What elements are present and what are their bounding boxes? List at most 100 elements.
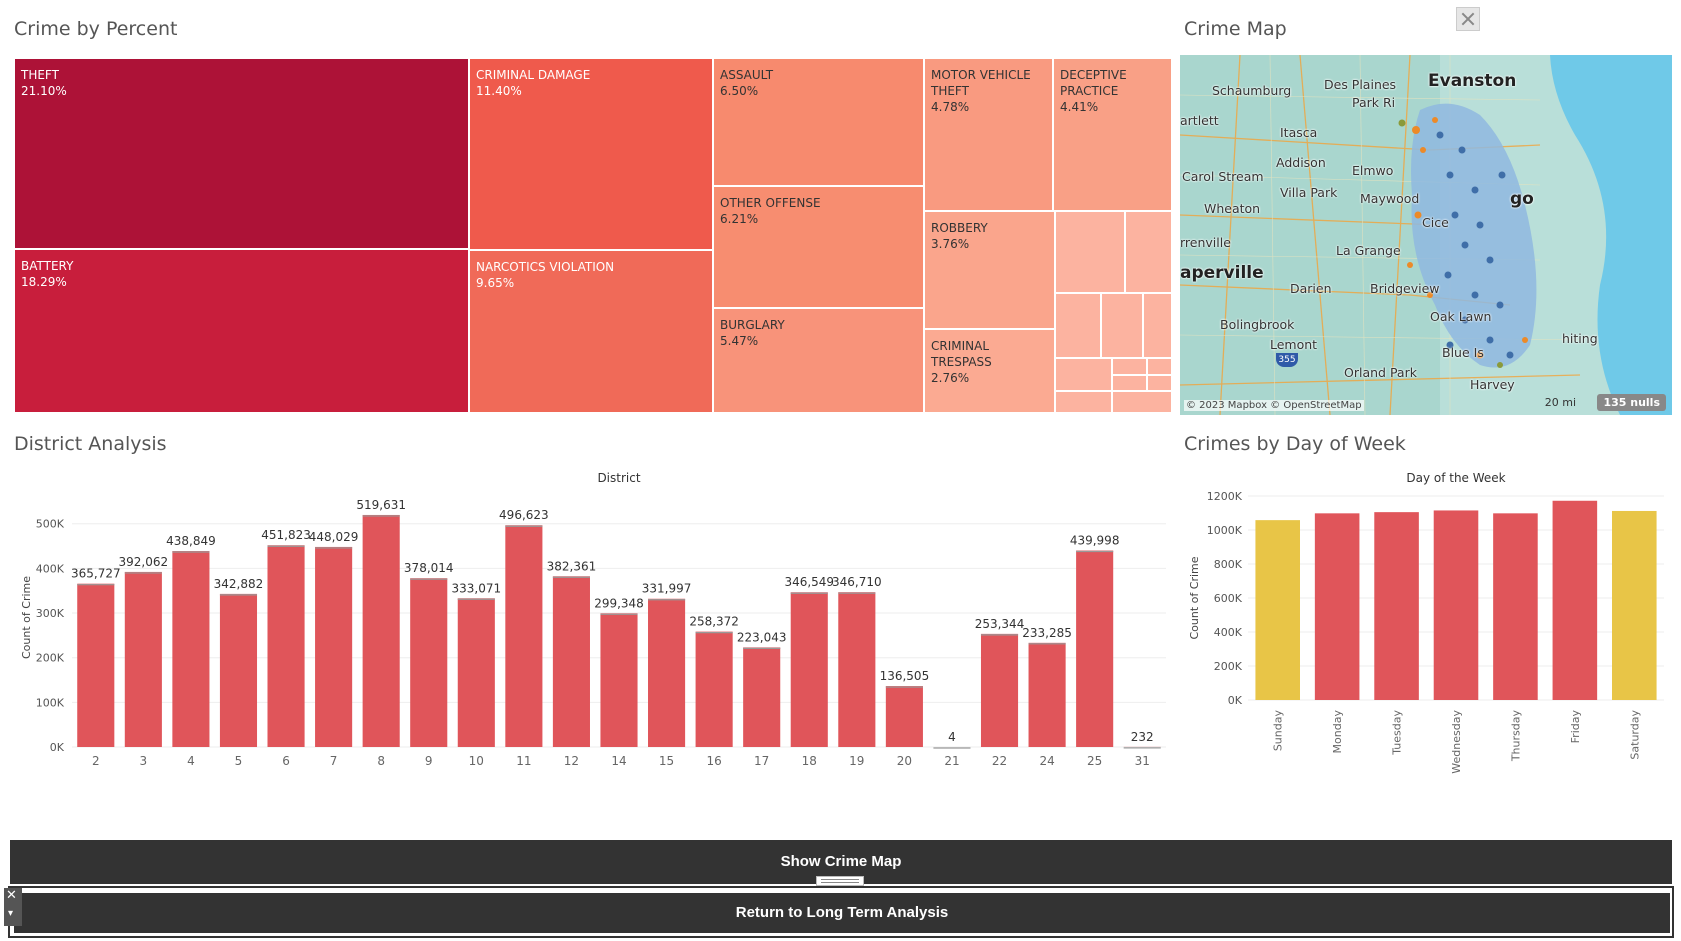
bar-district-20[interactable] [885, 686, 923, 747]
container-controls[interactable]: ✕ ▾ [4, 888, 22, 926]
crime-treemap[interactable]: THEFT 21.10% BATTERY 18.29% CRIMINAL DAMAG… [14, 58, 1172, 413]
map-nulls-badge[interactable]: 135 nulls [1597, 394, 1666, 411]
map-label: Bolingbrook [1220, 317, 1295, 332]
x-tick-label: 18 [802, 754, 817, 768]
data-label: 4 [948, 730, 956, 744]
bar-monday[interactable] [1314, 513, 1360, 700]
bar-thursday[interactable] [1493, 513, 1538, 700]
map-label: Villa Park [1280, 185, 1338, 200]
map-label: Lemont [1270, 337, 1318, 352]
data-label: 346,710 [832, 575, 882, 589]
treemap-cell-small[interactable] [1055, 293, 1101, 358]
bar-district-4[interactable] [172, 551, 210, 747]
treemap-cell-small[interactable] [1112, 391, 1172, 413]
x-tick-label: 24 [1039, 754, 1054, 768]
bar-district-22[interactable] [980, 633, 1019, 747]
data-label: 382,361 [547, 559, 597, 573]
map-label: Addison [1276, 155, 1326, 170]
district-title: District Analysis [14, 433, 167, 455]
bar-district-8[interactable] [362, 514, 400, 747]
treemap-cell-deceptive-practice[interactable]: DECEPTIVE PRACTICE 4.41% [1053, 58, 1172, 211]
bar-district-2[interactable] [77, 583, 115, 747]
bar-tuesday[interactable] [1374, 512, 1419, 700]
crime-map[interactable]: Evanston Des Plaines Schaumburg Park Ri … [1180, 55, 1672, 415]
data-label: 519,631 [356, 498, 406, 512]
bar-district-16[interactable] [695, 631, 733, 747]
treemap-cell-small[interactable] [1112, 375, 1147, 391]
dow-title: Crimes by Day of Week [1184, 433, 1406, 455]
treemap-cell-small[interactable] [1055, 391, 1112, 413]
map-points-olive [1398, 119, 1503, 368]
treemap-cell-pct: 6.50% [720, 84, 759, 98]
treemap-cell-narcotics[interactable]: NARCOTICS VIOLATION 9.65% [469, 250, 713, 413]
bar-friday[interactable] [1552, 500, 1598, 700]
map-label: Orland Park [1344, 365, 1417, 380]
treemap-cell-assault[interactable]: ASSAULT 6.50% [713, 58, 924, 186]
x-tick-label: 22 [992, 754, 1007, 768]
data-label: 378,014 [404, 561, 454, 575]
y-tick-label: 1200K [1207, 490, 1243, 503]
treemap-cell-small[interactable] [1147, 375, 1172, 391]
bar-saturday[interactable] [1612, 510, 1657, 700]
bar-district-3[interactable] [124, 571, 162, 747]
treemap-cell-small[interactable] [1125, 211, 1172, 293]
map-points-orange [1407, 117, 1528, 359]
treemap-cell-small[interactable] [1055, 358, 1112, 391]
bar-district-12[interactable] [552, 576, 590, 747]
bar-district-17[interactable] [743, 647, 781, 747]
map-label: Park Ri [1352, 95, 1396, 110]
bar-district-6[interactable] [267, 545, 305, 747]
treemap-cell-small[interactable] [1112, 358, 1147, 375]
bar-district-9[interactable] [410, 578, 448, 747]
district-bar-chart[interactable]: District Count of Crime 0K 100K 200K 300K 400K… [14, 462, 1174, 834]
treemap-cell-burglary[interactable]: BURGLARY 5.47% [713, 308, 924, 413]
bar-district-19[interactable] [838, 592, 876, 747]
x-tick-label: 4 [187, 754, 195, 768]
bar-district-25[interactable] [1076, 550, 1114, 747]
treemap-cell-label: OTHER OFFENSE [720, 196, 821, 210]
bar-wednesday[interactable] [1433, 510, 1479, 700]
x-tick-label: 5 [235, 754, 243, 768]
bar-district-18[interactable] [790, 592, 828, 747]
x-tick-label: Sunday [1272, 710, 1285, 752]
treemap-cell-small[interactable] [1055, 211, 1125, 293]
treemap-title: Crime by Percent [14, 18, 178, 40]
map-close-icon[interactable] [1456, 7, 1480, 31]
data-label: 136,505 [880, 669, 930, 683]
x-tick-label: Saturday [1628, 710, 1641, 760]
data-label: 346,549 [784, 575, 834, 589]
treemap-cell-pct: 18.29% [21, 275, 67, 289]
treemap-cell-criminal-damage[interactable]: CRIMINAL DAMAGE 11.40% [469, 58, 713, 250]
bar-district-5[interactable] [219, 593, 258, 747]
x-tick-label: Friday [1569, 710, 1582, 744]
treemap-cell-battery[interactable]: BATTERY 18.29% [14, 249, 469, 413]
treemap-cell-other-offense[interactable]: OTHER OFFENSE 6.21% [713, 186, 924, 308]
bar-district-11[interactable] [505, 525, 543, 747]
treemap-cell-criminal-trespass[interactable]: CRIMINAL TRESPASS 2.76% [924, 329, 1055, 413]
treemap-cell-theft[interactable]: THEFT 21.10% [14, 58, 469, 249]
treemap-cell-small[interactable] [1143, 293, 1172, 358]
chevron-down-icon[interactable]: ▾ [8, 908, 14, 919]
treemap-cell-motor-vehicle-theft[interactable]: MOTOR VEHICLE THEFT 4.78% [924, 58, 1053, 211]
treemap-cell-label: BATTERY [21, 259, 74, 273]
resize-grip-icon[interactable] [816, 876, 864, 886]
y-tick-label: 0K [50, 741, 65, 754]
lake-michigan [1550, 55, 1672, 415]
bar-district-14[interactable] [600, 613, 638, 747]
bar-district-15[interactable] [648, 598, 686, 747]
map-label: Des Plaines [1324, 77, 1397, 92]
day-of-week-bar-chart[interactable]: Day of the Week Count of Crime 0K 200K 400K 6… [1184, 462, 1672, 834]
treemap-cell-robbery[interactable]: ROBBERY 3.76% [924, 211, 1055, 329]
return-long-term-analysis-button[interactable]: Return to Long Term Analysis [14, 893, 1670, 933]
x-tick-label: 20 [897, 754, 912, 768]
treemap-cell-small[interactable] [1101, 293, 1143, 358]
bar-district-7[interactable] [315, 546, 353, 747]
treemap-cell-label: THEFT [21, 68, 59, 82]
bar-district-10[interactable] [457, 598, 495, 747]
bar-district-24[interactable] [1028, 642, 1066, 747]
x-tick-label: 6 [282, 754, 290, 768]
bar-sunday[interactable] [1255, 520, 1300, 700]
map-label: go [1510, 189, 1534, 209]
treemap-cell-small[interactable] [1147, 358, 1172, 375]
close-icon[interactable]: ✕ [6, 888, 17, 903]
